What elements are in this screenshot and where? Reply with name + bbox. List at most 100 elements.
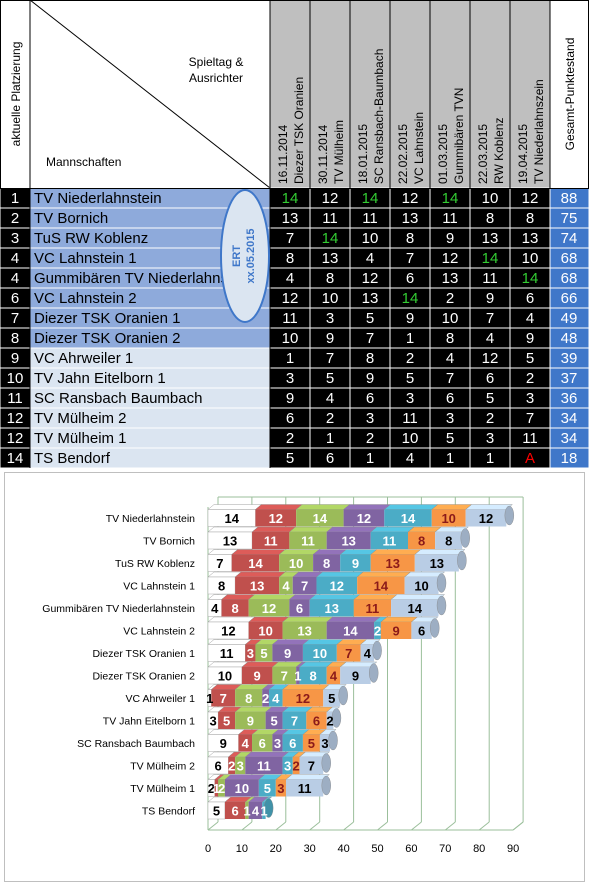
data-label: 8 bbox=[445, 534, 452, 549]
bar-segment-top bbox=[295, 504, 351, 510]
bar-end-cap bbox=[436, 573, 447, 593]
bar-segment bbox=[306, 712, 327, 729]
data-label: 2 bbox=[374, 624, 381, 639]
score-value: 5 bbox=[446, 430, 454, 447]
bar-segment bbox=[214, 779, 219, 797]
score-value: 9 bbox=[366, 370, 374, 387]
score-value: 4 bbox=[286, 270, 294, 287]
score-value: 7 bbox=[446, 370, 454, 387]
data-label: 14 bbox=[224, 511, 239, 526]
data-label: 7 bbox=[281, 669, 288, 684]
team-name: SC Ransbach Baumbach bbox=[34, 390, 202, 407]
bar-segment-top bbox=[370, 526, 415, 533]
data-label: 11 bbox=[366, 601, 380, 616]
total-value: 88 bbox=[561, 190, 578, 207]
bar-segment-top bbox=[241, 661, 279, 668]
bar-segment bbox=[235, 757, 246, 774]
score-value: 11 bbox=[282, 310, 298, 327]
ert-stamp-oval bbox=[220, 189, 270, 323]
rank-value: 12 bbox=[7, 430, 24, 447]
category-label: TV Mülheim 2 bbox=[130, 761, 195, 773]
total-cell bbox=[550, 248, 589, 268]
score-value: 12 bbox=[522, 190, 539, 207]
data-label: 4 bbox=[272, 691, 280, 706]
score-value: 13 bbox=[282, 210, 299, 227]
score-value: 8 bbox=[326, 270, 334, 287]
data-label: 8 bbox=[309, 669, 316, 684]
x-tick-label: 0 bbox=[205, 843, 211, 855]
bar-segment-top bbox=[234, 706, 273, 713]
bar-segment-top bbox=[254, 504, 303, 510]
data-label: 13 bbox=[386, 556, 400, 571]
data-label: 4 bbox=[211, 601, 219, 616]
team-name: VC Lahnstein 1 bbox=[34, 250, 137, 267]
bar-end-cap bbox=[331, 708, 342, 728]
data-label: 8 bbox=[418, 534, 425, 549]
team-cell bbox=[30, 408, 270, 428]
data-label: 13 bbox=[341, 534, 355, 549]
score-value: 12 bbox=[482, 350, 499, 367]
data-label: 3 bbox=[209, 714, 216, 729]
data-label: 3 bbox=[277, 781, 284, 796]
bar-end-cap bbox=[321, 753, 331, 773]
bar-segment bbox=[207, 509, 256, 527]
score-value: 7 bbox=[326, 350, 334, 367]
score-value: 6 bbox=[446, 390, 454, 407]
category-label: VC Lahnstein 1 bbox=[123, 581, 195, 593]
matchday-date: 01.03.2015 bbox=[436, 124, 450, 184]
bar-segment-top bbox=[244, 751, 290, 758]
team-cell bbox=[30, 188, 270, 208]
bar-segment-top bbox=[207, 526, 259, 533]
score-value: 4 bbox=[406, 450, 414, 467]
data-label: 11 bbox=[301, 534, 315, 549]
bar-segment bbox=[275, 779, 286, 797]
score-value: 13 bbox=[442, 270, 459, 287]
total-cell bbox=[550, 388, 589, 408]
bar-segment bbox=[289, 532, 327, 549]
score-value: 6 bbox=[406, 270, 414, 287]
bar-segment bbox=[340, 554, 371, 572]
bar-segment bbox=[435, 532, 463, 549]
x-tick-label: 80 bbox=[473, 843, 485, 855]
score-value: 8 bbox=[526, 210, 534, 227]
bar-segment bbox=[231, 554, 280, 572]
score-value: 5 bbox=[406, 370, 414, 387]
score-value: 9 bbox=[446, 230, 454, 247]
scores-cell bbox=[270, 328, 550, 348]
score-value: 13 bbox=[482, 230, 499, 247]
bar-segment bbox=[285, 779, 324, 797]
data-label: 5 bbox=[260, 646, 267, 661]
score-value: 5 bbox=[526, 350, 534, 367]
bar-segment-top bbox=[431, 504, 473, 510]
data-label: 9 bbox=[284, 646, 291, 661]
rank-cell bbox=[0, 228, 30, 248]
data-label: 11 bbox=[264, 534, 278, 549]
bar-segment-top bbox=[224, 774, 266, 780]
bar-segment-top bbox=[251, 526, 296, 533]
bar-segment-top bbox=[380, 616, 418, 623]
scores-cell bbox=[270, 208, 550, 228]
score-value: 11 bbox=[362, 210, 378, 227]
bar-segment bbox=[299, 667, 327, 684]
bar-segment bbox=[370, 532, 409, 549]
standings-table-graphic: aktuelle Platzierung Spieltag & Ausrichter… bbox=[0, 0, 589, 469]
rank-cell bbox=[0, 188, 30, 208]
data-label: 5 bbox=[328, 691, 335, 706]
bar-segment bbox=[319, 734, 331, 752]
scores-cell bbox=[270, 288, 550, 308]
score-value: 5 bbox=[286, 450, 294, 467]
total-value: 49 bbox=[561, 310, 578, 327]
data-label: 4 bbox=[330, 669, 338, 684]
bar-segment bbox=[255, 509, 297, 527]
bar-segment-top bbox=[339, 549, 378, 555]
bar-segment-top bbox=[414, 549, 466, 555]
floor-edge bbox=[512, 821, 524, 831]
rank-value: 14 bbox=[7, 450, 24, 467]
rank-cell bbox=[0, 368, 30, 388]
team-cell bbox=[30, 388, 270, 408]
bar-segment bbox=[279, 554, 314, 572]
score-value: 12 bbox=[402, 190, 419, 207]
bar-segment bbox=[336, 644, 361, 662]
score-value: 9 bbox=[406, 310, 414, 327]
score-value: 2 bbox=[486, 410, 494, 427]
